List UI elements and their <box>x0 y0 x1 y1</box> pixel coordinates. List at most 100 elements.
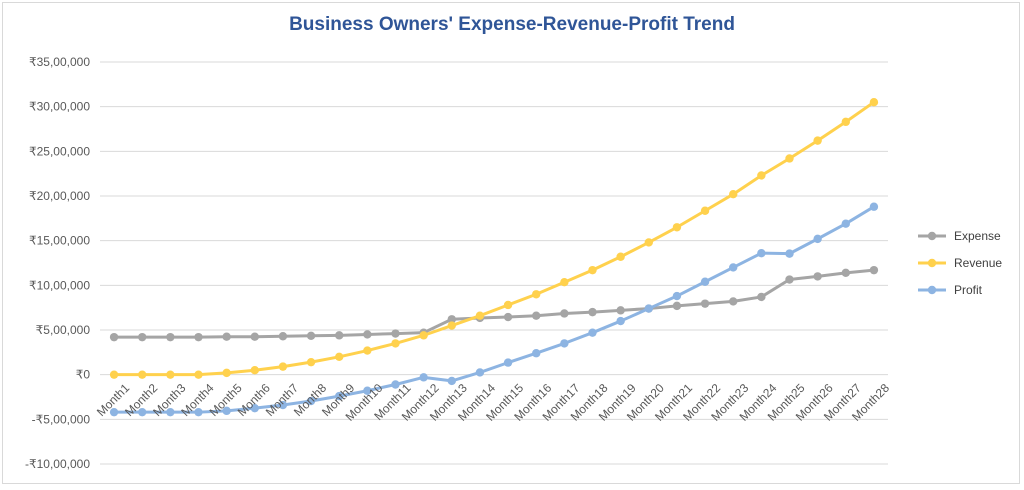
data-point-profit <box>419 373 428 382</box>
data-point-profit <box>532 349 541 358</box>
data-point-revenue <box>757 171 766 180</box>
chart-area <box>2 2 1020 484</box>
data-point-profit <box>672 291 682 301</box>
data-point-expense <box>729 297 738 306</box>
data-point-profit <box>278 400 288 410</box>
data-point-expense <box>222 332 231 341</box>
data-point-profit <box>616 316 625 326</box>
data-point-revenue <box>785 154 794 163</box>
y-tick-label: ₹10,00,000 <box>29 278 90 292</box>
y-tick-label: ₹15,00,000 <box>29 234 90 248</box>
series-line-expense <box>114 268 875 339</box>
data-point-expense <box>109 332 119 342</box>
y-tick-label: ₹20,00,000 <box>29 189 90 203</box>
data-point-profit <box>391 380 400 389</box>
data-point-profit <box>503 358 513 367</box>
data-point-profit <box>222 406 231 416</box>
data-point-revenue <box>447 321 456 330</box>
data-point-revenue <box>560 278 569 287</box>
y-tick-label: -₹5,00,000 <box>32 412 91 426</box>
data-point-expense <box>194 332 203 342</box>
data-point-expense <box>869 265 879 275</box>
data-point-revenue <box>194 370 203 379</box>
data-point-revenue <box>306 357 316 367</box>
y-tick-label: ₹25,00,000 <box>29 144 90 158</box>
data-point-revenue <box>335 352 344 361</box>
y-tick-label: ₹30,00,000 <box>29 100 90 114</box>
y-tick-label: ₹5,00,000 <box>36 323 91 337</box>
data-point-expense <box>560 309 569 318</box>
data-point-revenue <box>588 265 597 275</box>
data-point-revenue <box>475 311 485 320</box>
data-point-expense <box>813 272 822 281</box>
data-point-revenue <box>278 362 288 371</box>
data-point-expense <box>616 306 625 315</box>
data-point-expense <box>503 312 513 322</box>
data-point-expense <box>588 307 597 317</box>
data-point-expense <box>250 332 259 341</box>
data-point-profit <box>644 304 653 313</box>
data-point-revenue <box>700 206 710 215</box>
data-point-expense <box>785 275 794 284</box>
data-point-expense <box>700 299 710 308</box>
data-point-expense <box>757 292 766 302</box>
legend-marker <box>927 258 937 268</box>
data-point-expense <box>841 268 850 278</box>
data-point-profit <box>447 376 456 386</box>
legend-marker <box>927 285 937 295</box>
data-point-expense <box>363 330 372 339</box>
data-point-revenue <box>166 370 175 379</box>
data-point-profit <box>250 403 259 413</box>
data-point-revenue <box>109 370 119 379</box>
y-axis: -₹10,00,000 -₹5,00,000 ₹0 ₹5,00,000 ₹10,00,0… <box>25 55 90 471</box>
series-line-profit <box>114 205 875 414</box>
data-point-profit <box>757 248 766 258</box>
data-point-expense <box>138 332 147 342</box>
gridlines <box>100 61 888 465</box>
data-point-profit <box>306 396 316 406</box>
data-point-profit <box>869 202 879 211</box>
data-point-expense <box>335 331 344 340</box>
data-point-profit <box>841 219 850 228</box>
data-point-expense <box>532 311 541 320</box>
data-point-expense <box>278 332 288 341</box>
data-point-revenue <box>503 300 513 310</box>
data-point-profit <box>335 391 344 401</box>
data-point-revenue <box>419 331 428 340</box>
data-point-revenue <box>644 238 653 247</box>
data-point-expense <box>391 329 400 338</box>
data-point-revenue <box>363 346 372 355</box>
data-point-expense <box>447 315 456 324</box>
legend-marker <box>927 231 937 241</box>
y-tick-label: -₹10,00,000 <box>25 457 90 471</box>
data-point-revenue <box>869 98 879 107</box>
data-point-profit <box>166 407 175 417</box>
data-point-profit <box>785 249 794 258</box>
data-point-profit <box>588 328 597 337</box>
data-point-revenue <box>532 290 541 299</box>
data-point-profit <box>138 407 147 417</box>
data-point-profit <box>813 234 822 244</box>
data-point-revenue <box>391 339 400 348</box>
chart-title: Business Owners' Expense-Revenue-Profit … <box>289 14 735 35</box>
y-tick-label: ₹0 <box>76 368 91 382</box>
data-point-profit <box>560 339 569 348</box>
y-tick-label: ₹35,00,000 <box>29 55 90 69</box>
data-point-revenue <box>813 136 822 145</box>
data-point-revenue <box>729 190 738 199</box>
data-point-profit <box>700 277 710 286</box>
legend-label: Profit <box>954 283 983 297</box>
data-point-profit <box>109 407 119 417</box>
data-point-revenue <box>222 368 231 378</box>
legend: Expense Revenue Profit <box>918 229 1002 297</box>
data-point-revenue <box>841 117 850 127</box>
data-point-revenue <box>616 252 625 261</box>
data-point-revenue <box>250 366 259 375</box>
data-point-expense <box>306 331 316 341</box>
data-point-profit <box>363 386 372 395</box>
x-axis: Month1Month2Month3Month4Month5Month6Mont… <box>94 381 892 424</box>
series-line-revenue <box>114 100 875 377</box>
data-point-expense <box>166 332 175 342</box>
data-point-profit <box>194 407 203 417</box>
